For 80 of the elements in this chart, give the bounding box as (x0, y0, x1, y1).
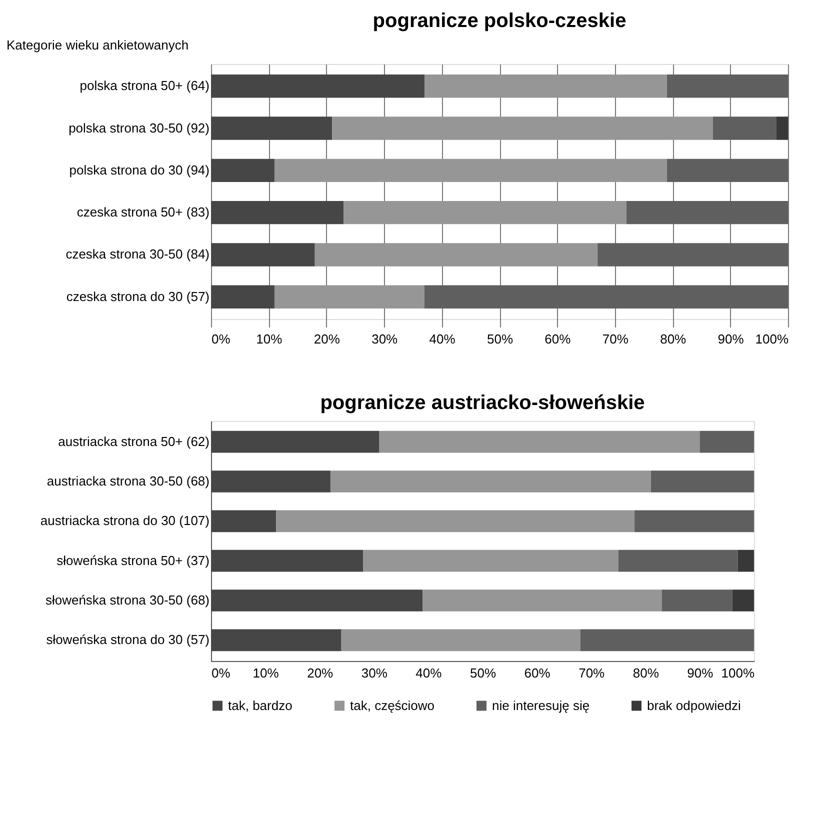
x-tick-label: 50% (470, 666, 496, 680)
y-tick-label: polska strona 30-50 (92) (68, 120, 210, 136)
x-tick-label: 90% (718, 332, 744, 346)
bar (344, 200, 626, 224)
bar (211, 629, 342, 652)
y-tick-label: austriacka strona do 30 (107) (40, 513, 210, 528)
x-tick-label: 90% (687, 666, 714, 680)
bar (776, 116, 788, 140)
y-tick-label: słoweńska strona 50+ (37) (56, 552, 210, 568)
bar (379, 430, 700, 453)
bar (274, 285, 424, 308)
x-tick-label: 100% (755, 332, 789, 346)
bar (732, 590, 754, 612)
y-tick-label: słoweńska strona do 30 (57) (46, 632, 210, 648)
x-tick-label: 80% (632, 666, 660, 680)
bar (626, 200, 788, 224)
bar (211, 470, 330, 492)
x-tick-label: 0% (212, 332, 231, 346)
bar (666, 74, 788, 98)
x-tick-label: 80% (660, 332, 687, 346)
x-tick-label: 100% (721, 666, 755, 680)
legend-label: tak, bardzo (228, 698, 292, 713)
y-tick-label: polska strona do 30 (94) (69, 162, 210, 178)
y-tick-label: czeska strona 50+ (83) (76, 204, 210, 220)
x-tick-label: 40% (429, 332, 456, 346)
x-tick-label: 10% (256, 332, 283, 346)
x-tick-label: 30% (361, 666, 388, 680)
bar (211, 243, 315, 266)
y-tick-label: czeska strona do 30 (57) (66, 288, 210, 304)
x-tick-label: 70% (602, 332, 629, 346)
y-tick-label: czeska strona 30-50 (84) (66, 246, 210, 262)
chart-title: pogranicze polsko-czeskie (372, 10, 626, 32)
bar (580, 629, 754, 652)
bar (618, 550, 738, 572)
x-tick-label: 30% (372, 332, 398, 346)
bar (712, 116, 776, 140)
bar (422, 590, 662, 612)
bar (211, 550, 364, 572)
x-tick-label: 60% (544, 332, 572, 346)
bar (332, 116, 713, 140)
bar (341, 629, 580, 652)
x-tick-label: 50% (486, 332, 514, 346)
x-tick-label: 20% (307, 666, 334, 680)
y-axis-title: Kategorie wieku ankietowanych (6, 38, 189, 52)
bar (211, 285, 274, 308)
bar (211, 430, 380, 453)
x-tick-label: 0% (212, 666, 231, 680)
x-tick-label: 10% (252, 666, 280, 680)
x-tick-label: 20% (314, 332, 340, 346)
bar (211, 158, 274, 182)
bar (363, 550, 618, 572)
y-tick-label: austriacka strona 30-50 (68) (46, 473, 210, 488)
bar (666, 158, 788, 182)
y-tick-label: polska strona 50+ (64) (80, 78, 210, 94)
bar (330, 470, 651, 492)
x-tick-label: 40% (416, 666, 442, 680)
bar (424, 285, 788, 308)
bar (276, 510, 635, 532)
legend-label: brak odpowiedzi (647, 698, 742, 713)
y-tick-label: austriacka strona 50+ (62) (58, 434, 210, 449)
bar (424, 74, 667, 98)
bar (314, 243, 598, 266)
bar (211, 74, 424, 98)
x-tick-label: 60% (524, 666, 551, 680)
bar (211, 510, 276, 532)
y-tick-label: słoweńska strona 30-50 (68) (45, 592, 210, 608)
bar (211, 590, 423, 612)
bar (211, 116, 332, 140)
chart-title: pogranicze austriacko-słoweńskie (320, 392, 645, 414)
x-tick-label: 70% (578, 666, 606, 680)
bar (700, 430, 754, 453)
bar (274, 158, 667, 182)
legend-label: nie interesuję się (492, 698, 590, 713)
bar (598, 243, 788, 266)
bar (738, 550, 754, 572)
bar (662, 590, 732, 612)
bar (634, 510, 754, 532)
bar (211, 200, 344, 224)
legend-label: tak, częściowo (350, 698, 435, 713)
bar (650, 470, 754, 492)
